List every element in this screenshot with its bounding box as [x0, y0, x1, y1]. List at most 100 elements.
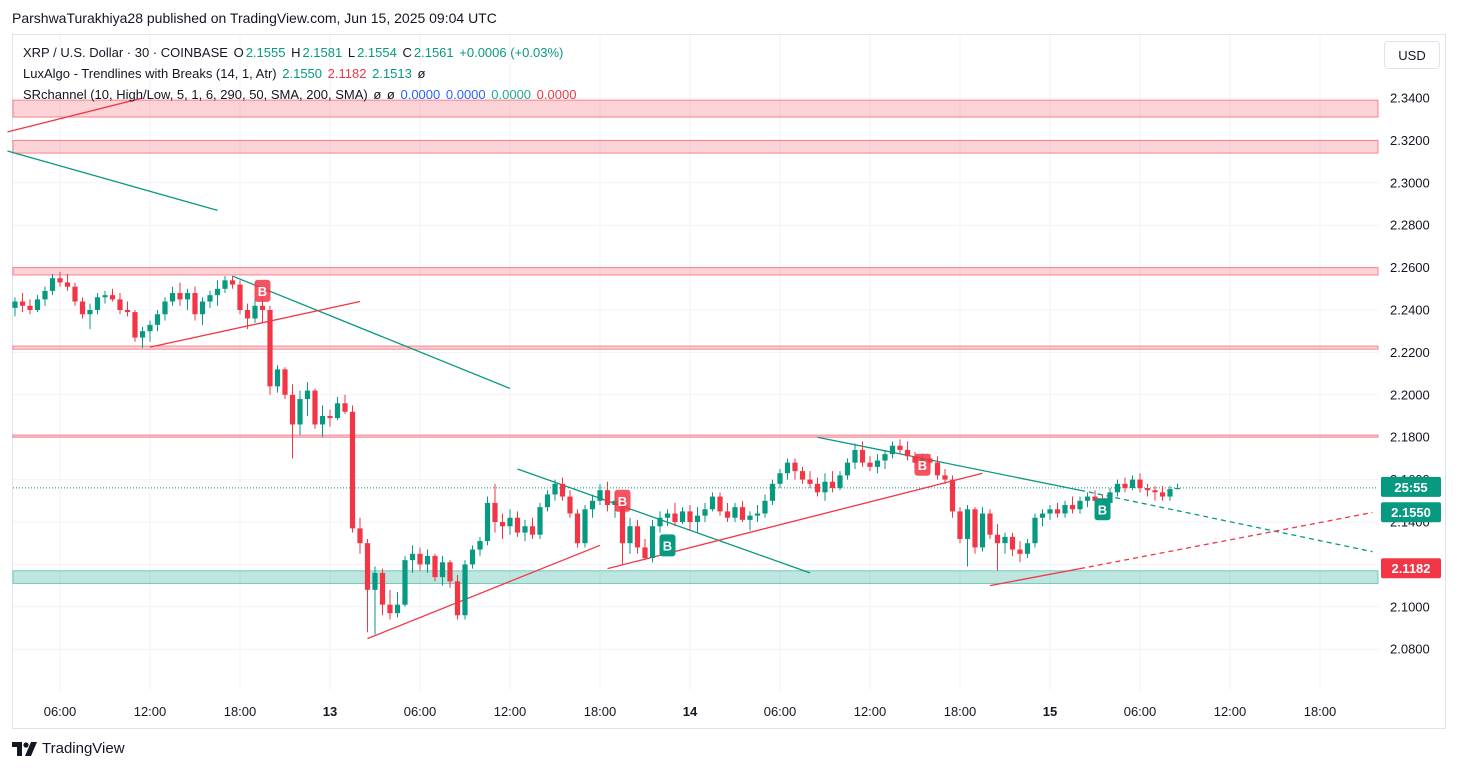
tradingview-logo-icon [12, 741, 37, 756]
srchannel-value-4: 0.0000 [445, 87, 486, 102]
signal-badge [1094, 498, 1111, 521]
time-tick-label: 18:00 [584, 704, 617, 719]
candle-down [72, 282, 78, 306]
candle-up [214, 280, 221, 306]
candle-body [267, 310, 273, 387]
candle-down [739, 500, 746, 522]
candle-down [567, 490, 573, 518]
currency-button[interactable]: USD [1384, 41, 1440, 69]
candle-body [619, 500, 626, 544]
candle-down [387, 589, 393, 620]
candle-up [874, 454, 881, 474]
price-label-bg [1381, 476, 1441, 497]
candle-up [319, 405, 326, 438]
candle-down [454, 575, 461, 620]
candle-body [1092, 496, 1098, 501]
candle-body [387, 604, 393, 614]
signal-label: B [663, 538, 672, 553]
candle-body [327, 416, 333, 419]
candle-down [267, 305, 273, 395]
candle-up [882, 449, 888, 469]
candle-down [1009, 532, 1016, 556]
price-tick-label: 2.2400 [1390, 303, 1430, 318]
candle-body [124, 310, 131, 313]
candle-up [507, 509, 513, 535]
candle-body [282, 369, 288, 395]
candle-body [207, 295, 213, 302]
candle-up [222, 276, 228, 294]
candle-down [19, 293, 26, 313]
price-label-text: 25:55 [1394, 480, 1427, 495]
tradingview-logo[interactable]: TradingView [12, 740, 125, 757]
candle-body [882, 454, 888, 461]
candle-body [162, 301, 168, 315]
candle-up [649, 519, 656, 563]
candle-body [792, 462, 798, 472]
candle-down [132, 310, 138, 342]
luxalgo-value-3: 2.1513 [372, 66, 412, 81]
candle-up [162, 297, 168, 321]
legend-ohlc[interactable]: XRP / U.S. Dollar · 30 · COINBASE O 2.155… [23, 45, 565, 60]
candle-body [979, 513, 986, 548]
candle-down [904, 441, 911, 461]
candle-down [109, 288, 116, 302]
candle-body [132, 312, 138, 338]
candle-down [859, 441, 866, 467]
candle-down [942, 469, 948, 484]
candle-down [289, 384, 296, 459]
candle-up [964, 505, 971, 567]
candle-body [1002, 536, 1008, 544]
legend-srchannel[interactable]: SRchannel (10, High/Low, 5, 1, 6, 290, 5… [23, 87, 578, 102]
candle-body [27, 305, 33, 310]
candle-body [694, 515, 701, 522]
candle-body [79, 301, 86, 315]
close-label: C [402, 45, 412, 60]
trendlines [7, 97, 1373, 640]
candle-body [889, 445, 896, 455]
bearish-break-signal: B [254, 279, 271, 302]
candle-down [349, 405, 356, 533]
candle-up [544, 490, 551, 512]
candle-down [1017, 541, 1023, 563]
candle-down [1152, 485, 1158, 501]
candle-body [949, 479, 956, 512]
candle-body [769, 483, 776, 501]
price-tick-label: 2.3000 [1390, 175, 1430, 190]
candle-body [1017, 549, 1023, 554]
candle-up [852, 443, 858, 469]
candle-up [334, 396, 341, 421]
candle-body [649, 526, 656, 559]
resistance-zone [12, 434, 1379, 438]
srchannel-value-6: 0.0000 [536, 87, 577, 102]
candle-up [889, 441, 896, 459]
candle-body [1144, 488, 1151, 491]
candle-body [754, 513, 761, 516]
legend-luxalgo[interactable]: LuxAlgo - Trendlines with Breaks (14, 1,… [23, 66, 427, 81]
candle-up [469, 545, 476, 569]
candle-body [957, 511, 963, 539]
candle-body [1062, 505, 1068, 514]
candle-body [492, 502, 498, 522]
candle-up [462, 560, 468, 620]
candle-body [394, 604, 401, 614]
candle-body [12, 301, 18, 308]
candle-up [477, 536, 483, 556]
candle-body [717, 496, 723, 512]
candle-body [1054, 509, 1061, 514]
candle-body [709, 496, 716, 510]
price-label-text: 2.1182 [1391, 561, 1430, 576]
candle-body [117, 299, 123, 310]
candle-down [282, 367, 288, 400]
candle-body [1077, 500, 1083, 510]
price-label-bg [1381, 502, 1441, 523]
candle-body [1122, 483, 1128, 489]
time-tick-label: 06:00 [764, 704, 797, 719]
candle-body [1024, 543, 1031, 554]
candle-down [867, 456, 873, 472]
candle-down [379, 568, 386, 616]
price-tick-label: 2.2800 [1390, 218, 1430, 233]
candle-body [972, 509, 978, 548]
candle-body [462, 564, 468, 616]
candle-body [222, 280, 228, 289]
